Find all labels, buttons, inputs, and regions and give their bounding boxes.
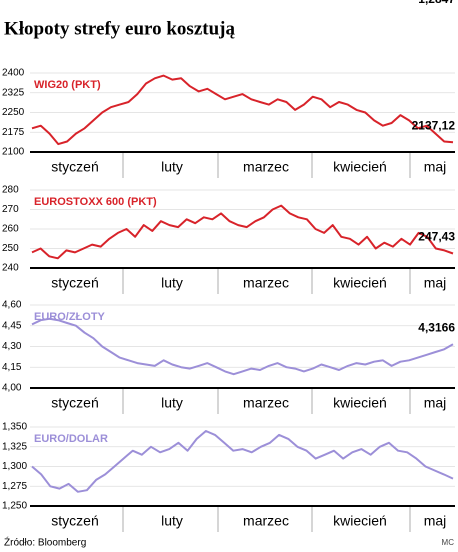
page-title: Kłopoty strefy euro kosztują — [4, 18, 235, 39]
x-tick-label: marzec — [243, 275, 289, 291]
y-tick-label: 2325 — [2, 87, 25, 98]
y-tick-label: 2175 — [2, 127, 25, 138]
series-name: EUROSTOXX 600 (PKT) — [34, 196, 157, 208]
value-label: 247,43 — [418, 230, 455, 244]
x-tick-label: luty — [161, 395, 183, 411]
series-name: EURO/DOLAR — [34, 433, 108, 445]
y-tick-label: 4,15 — [2, 362, 22, 373]
y-tick-label: 1,250 — [2, 501, 27, 512]
series-name: WIG20 (PKT) — [34, 79, 101, 91]
y-tick-label: 280 — [2, 185, 19, 196]
y-tick-label: 1,325 — [2, 441, 27, 452]
y-tick-label: 1,350 — [2, 422, 27, 433]
value-label: 4,3166 — [418, 320, 455, 334]
y-tick-label: 250 — [2, 243, 19, 254]
x-tick-label: maj — [424, 275, 447, 291]
x-tick-label: marzec — [243, 395, 289, 411]
x-tick-label: styczeń — [51, 275, 98, 291]
x-tick-label: styczeń — [51, 159, 98, 175]
y-tick-label: 2250 — [2, 107, 25, 118]
x-tick-label: styczeń — [51, 513, 98, 529]
source: Źródło: Bloomberg — [4, 536, 86, 549]
x-tick-label: maj — [424, 159, 447, 175]
credit: MC — [442, 538, 455, 547]
x-tick-label: marzec — [243, 513, 289, 529]
x-tick-label: styczeń — [51, 395, 98, 411]
x-tick-label: kwiecień — [333, 513, 387, 529]
y-tick-label: 1,275 — [2, 481, 27, 492]
y-tick-label: 270 — [2, 204, 19, 215]
series-name: EURO/ZŁOTY — [34, 311, 106, 323]
x-tick-label: kwiecień — [333, 395, 387, 411]
y-tick-label: 4,30 — [2, 341, 22, 352]
series-line — [31, 74, 454, 146]
x-tick-label: kwiecień — [333, 275, 387, 291]
y-tick-label: 4,00 — [2, 383, 22, 394]
y-tick-label: 1,300 — [2, 461, 27, 472]
series-line — [31, 430, 454, 493]
y-tick-label: 260 — [2, 224, 19, 235]
x-tick-label: maj — [424, 395, 447, 411]
x-tick-label: marzec — [243, 159, 289, 175]
y-tick-label: 2400 — [2, 68, 25, 79]
y-tick-label: 4,45 — [2, 320, 22, 331]
x-tick-label: kwiecień — [333, 159, 387, 175]
x-tick-label: luty — [161, 159, 183, 175]
value-label: 1,2847 — [418, 0, 455, 6]
y-tick-label: 4,60 — [2, 300, 22, 311]
x-tick-label: luty — [161, 513, 183, 529]
series-line — [31, 204, 454, 260]
y-tick-label: 240 — [2, 263, 19, 274]
x-tick-label: maj — [424, 513, 447, 529]
series-line — [31, 317, 454, 376]
y-tick-label: 2100 — [2, 147, 25, 158]
x-tick-label: luty — [161, 275, 183, 291]
value-label: 2137,12 — [412, 118, 456, 132]
